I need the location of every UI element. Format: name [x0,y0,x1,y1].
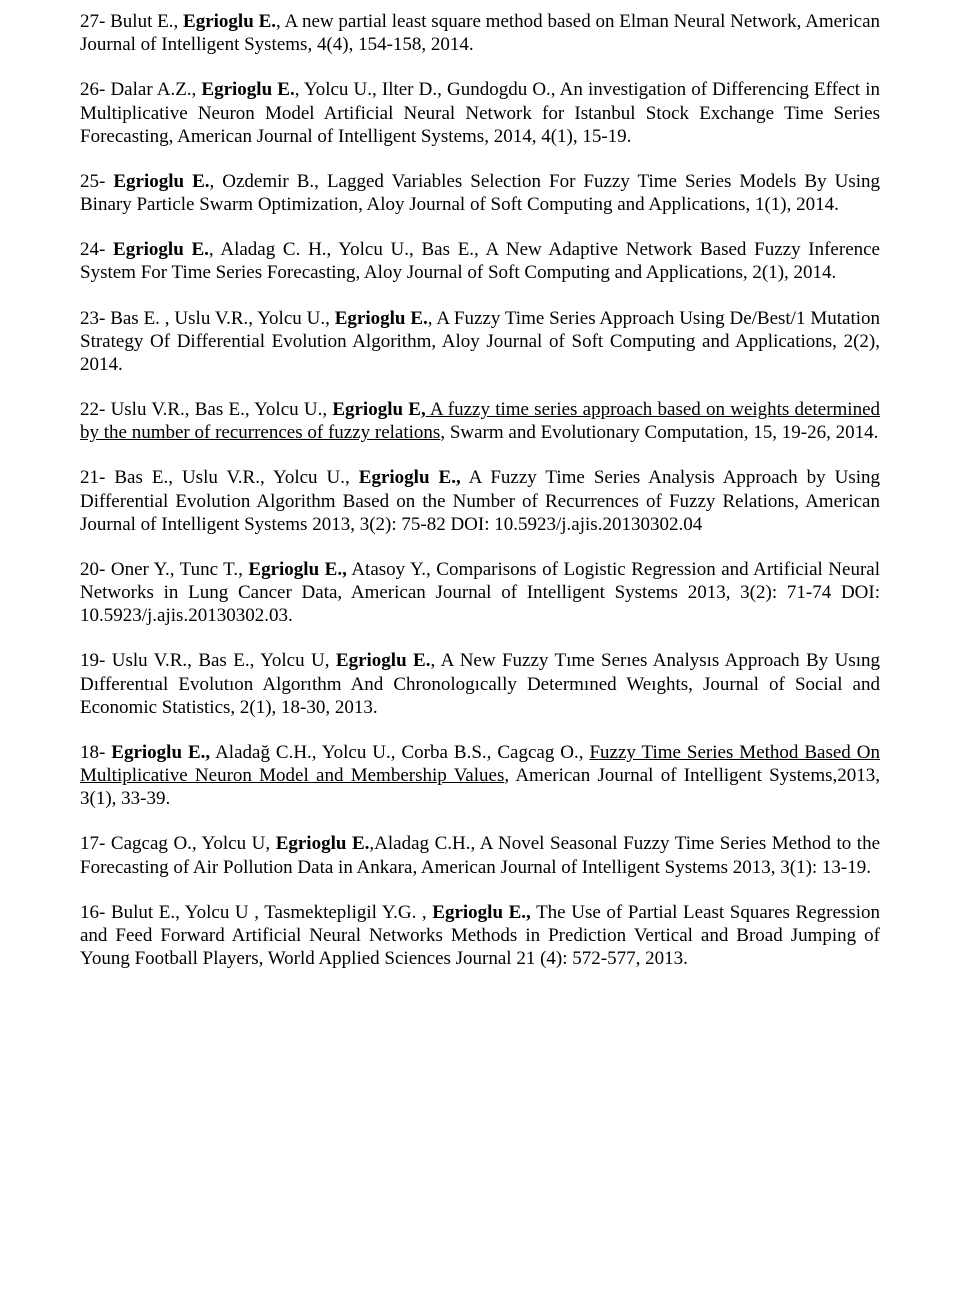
entry-number: 20- [80,559,111,580]
entry-number: 27- [80,11,110,32]
reference-entry: 17- Cagcag O., Yolcu U, Egrioglu E.,Alad… [80,832,880,878]
authors-pre: Bas E. , Uslu V.R., Yolcu U., [110,308,335,329]
entry-number: 23- [80,308,110,329]
reference-list: 27- Bulut E., Egrioglu E., A new partial… [80,10,880,970]
authors-pre: Uslu V.R., Bas E., Yolcu U., [111,399,333,420]
entry-number: 24- [80,239,113,260]
reference-entry: 21- Bas E., Uslu V.R., Yolcu U., Egriogl… [80,466,880,536]
reference-entry: 19- Uslu V.R., Bas E., Yolcu U, Egrioglu… [80,649,880,719]
highlighted-author: Egrioglu E., [111,742,210,763]
highlighted-author: Egrioglu E. [183,11,276,32]
authors-pre: Oner Y., Tunc T., [111,559,249,580]
highlighted-author: Egrioglu E., [359,467,461,488]
highlighted-author: Egrioglu E. [201,79,294,100]
entry-number: 25- [80,171,113,192]
highlighted-author: Egrioglu E, [332,399,425,420]
entry-number: 21- [80,467,114,488]
entry-number: 16- [80,902,111,923]
reference-entry: 18- Egrioglu E., Aladağ C.H., Yolcu U., … [80,741,880,811]
reference-entry: 24- Egrioglu E., Aladag C. H., Yolcu U.,… [80,238,880,284]
reference-entry: 16- Bulut E., Yolcu U , Tasmektepligil Y… [80,901,880,971]
reference-entry: 23- Bas E. , Uslu V.R., Yolcu U., Egriog… [80,307,880,377]
mid-text: Aladağ C.H., Yolcu U., Corba B.S., Cagca… [210,742,589,763]
authors-pre: Bulut E., [110,11,183,32]
entry-number: 22- [80,399,111,420]
highlighted-author: Egrioglu E., [432,902,531,923]
authors-pre: Bas E., Uslu V.R., Yolcu U., [114,467,358,488]
authors-pre: Bulut E., Yolcu U , Tasmektepligil Y.G. … [111,902,432,923]
authors-pre: Dalar A.Z., [110,79,201,100]
authors-pre: Uslu V.R., Bas E., Yolcu U, [112,650,336,671]
reference-entry: 25- Egrioglu E., Ozdemir B., Lagged Vari… [80,170,880,216]
highlighted-author: Egrioglu E. [276,833,370,854]
authors-pre: Cagcag O., Yolcu U, [111,833,276,854]
entry-rest: , Swarm and Evolutionary Computation, 15… [440,422,878,443]
entry-number: 26- [80,79,110,100]
highlighted-author: Egrioglu E. [336,650,431,671]
reference-entry: 27- Bulut E., Egrioglu E., A new partial… [80,10,880,56]
highlighted-author: Egrioglu E. [335,308,428,329]
entry-number: 17- [80,833,111,854]
reference-entry: 22- Uslu V.R., Bas E., Yolcu U., Egriogl… [80,398,880,444]
entry-number: 18- [80,742,111,763]
highlighted-author: Egrioglu E., [248,559,346,580]
highlighted-author: Egrioglu E. [113,171,209,192]
reference-entry: 20- Oner Y., Tunc T., Egrioglu E., Ataso… [80,558,880,628]
reference-entry: 26- Dalar A.Z., Egrioglu E., Yolcu U., I… [80,78,880,148]
highlighted-author: Egrioglu E. [113,239,209,260]
entry-number: 19- [80,650,112,671]
